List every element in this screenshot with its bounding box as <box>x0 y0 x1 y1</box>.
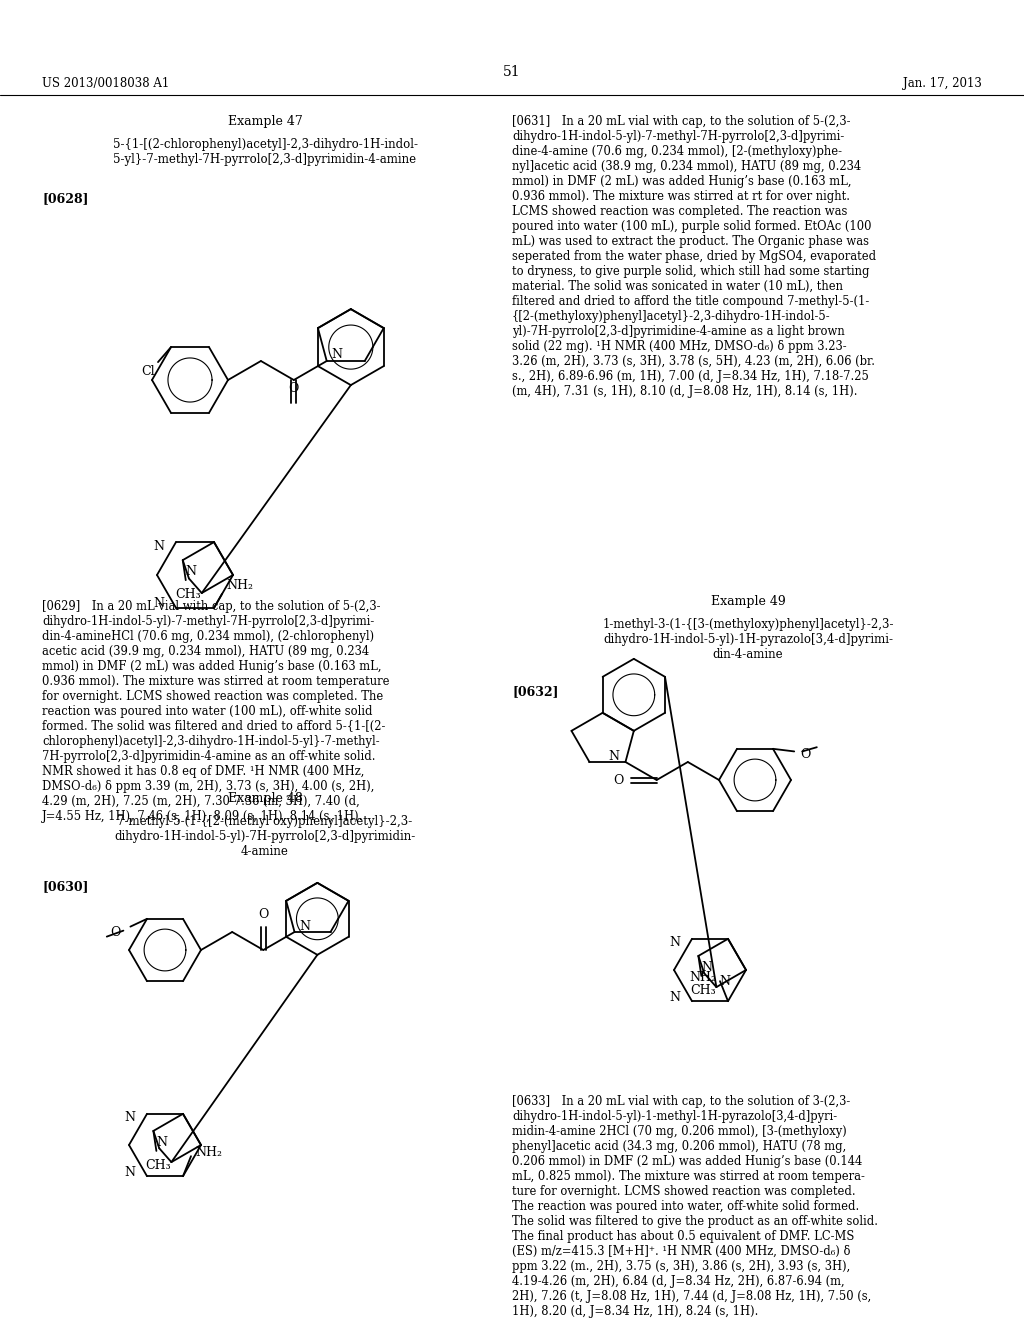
Text: N: N <box>720 974 730 987</box>
Text: N: N <box>701 961 713 974</box>
Text: Cl: Cl <box>141 366 155 378</box>
Text: N: N <box>185 565 197 578</box>
Text: N: N <box>157 1137 167 1148</box>
Text: NH₂: NH₂ <box>195 1146 222 1159</box>
Text: N: N <box>124 1166 135 1179</box>
Text: N: N <box>153 598 164 610</box>
Text: [0628]: [0628] <box>42 191 88 205</box>
Text: N: N <box>300 920 310 933</box>
Text: Jan. 17, 2013: Jan. 17, 2013 <box>903 77 982 90</box>
Text: 51: 51 <box>503 65 521 79</box>
Text: CH₃: CH₃ <box>175 589 201 601</box>
Text: N: N <box>153 540 164 553</box>
Text: [0632]: [0632] <box>512 685 558 698</box>
Text: US 2013/0018038 A1: US 2013/0018038 A1 <box>42 77 169 90</box>
Text: 5-{1-[(2-chlorophenyl)acetyl]-2,3-dihydro-1H-indol-
5-yl}-7-methyl-7H-pyrrolo[2,: 5-{1-[(2-chlorophenyl)acetyl]-2,3-dihydr… <box>113 139 418 166</box>
Text: O: O <box>800 748 811 760</box>
Text: N: N <box>608 751 620 763</box>
Text: O: O <box>110 927 121 939</box>
Text: 7-methyl-5-(1-{[2-(methyl oxy)phenyl]acetyl}-2,3-
dihydro-1H-indol-5-yl)-7H-pyrr: 7-methyl-5-(1-{[2-(methyl oxy)phenyl]ace… <box>115 814 416 858</box>
Text: N: N <box>124 1111 135 1125</box>
Text: O: O <box>613 774 624 787</box>
Text: NH₂: NH₂ <box>689 970 716 983</box>
Text: O: O <box>289 381 299 395</box>
Text: 1-methyl-3-(1-{[3-(methyloxy)phenyl]acetyl}-2,3-
dihydro-1H-indol-5-yl)-1H-pyraz: 1-methyl-3-(1-{[3-(methyloxy)phenyl]acet… <box>602 618 894 661</box>
Text: O: O <box>258 908 268 920</box>
Text: CH₃: CH₃ <box>145 1159 171 1172</box>
Text: N: N <box>669 936 680 949</box>
Text: Example 49: Example 49 <box>711 595 785 609</box>
Text: N: N <box>332 348 343 362</box>
Text: [0629] In a 20 mL vial with cap, to the solution of 5-(2,3-
dihydro-1H-indol-5-y: [0629] In a 20 mL vial with cap, to the … <box>42 601 389 822</box>
Text: Example 48: Example 48 <box>227 792 302 805</box>
Text: [0633] In a 20 mL vial with cap, to the solution of 3-(2,3-
dihydro-1H-indol-5-y: [0633] In a 20 mL vial with cap, to the … <box>512 1096 878 1317</box>
Text: NH₂: NH₂ <box>226 579 253 593</box>
Text: [0630]: [0630] <box>42 880 88 894</box>
Text: CH₃: CH₃ <box>690 983 716 997</box>
Text: [0631] In a 20 mL vial with cap, to the solution of 5-(2,3-
dihydro-1H-indol-5-y: [0631] In a 20 mL vial with cap, to the … <box>512 115 877 399</box>
Text: N: N <box>669 991 680 1003</box>
Text: Example 47: Example 47 <box>227 115 302 128</box>
